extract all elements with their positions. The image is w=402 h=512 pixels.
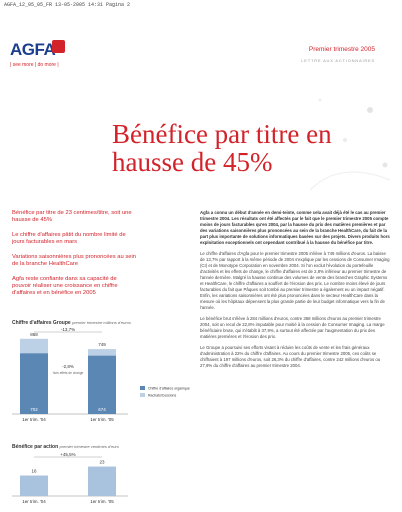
intro: Agfa a connu un début d'année en demi-te… <box>200 210 390 245</box>
bar-segment <box>88 349 116 356</box>
tagline: | see more | do more | <box>10 62 59 68</box>
highlight: Agfa reste confiante dans sa capacité de… <box>12 276 118 296</box>
chart: 1er trim. '04 1er trim. '05 702 868 674 749 -1… <box>12 328 190 422</box>
legend-swatch <box>140 393 145 397</box>
headline-line: Bénéfice par titre en <box>112 119 332 149</box>
annotation: -13,7% <box>61 328 75 332</box>
annotation: hors effets de change <box>53 371 84 375</box>
annotation: +45,5% <box>60 452 75 457</box>
highlight: Le chiffre d'affaires pâtit du nombre li… <box>12 232 126 245</box>
paragraph: Le chiffre d'affaires d'Agfa pour le pre… <box>200 251 390 310</box>
paragraph: Le bénéfice brut s'élève à 284 millions … <box>200 316 385 339</box>
paragraph: Le Groupe a poursuivi ses efforts visant… <box>200 345 381 368</box>
chart-note: premier trimestre millions d'euros <box>72 320 131 325</box>
x-tick-label: 1er trim. '04 <box>22 499 46 504</box>
x-tick-label: 1er trim. '05 <box>90 417 114 422</box>
logo-mark <box>52 40 65 53</box>
annotation: -2,8% <box>62 364 74 369</box>
headline-line: hausse de 45% <box>112 147 273 177</box>
decoration <box>309 98 391 191</box>
legend-swatch <box>140 386 145 390</box>
subtitle: LETTRE AUX ACTIONNAIRES <box>301 58 375 63</box>
bar-segment <box>20 338 48 354</box>
total-label: 868 <box>30 332 38 337</box>
headline: Bénéfice par titre en hausse de 45% <box>112 120 332 176</box>
highlight: Bénéfice par titre de 23 centimes/titre,… <box>12 210 132 223</box>
x-tick-label: 1er trim. '05 <box>90 499 114 504</box>
file-line: AGFA_12_05_05_FR 13-05-2005 14:31 Pagina… <box>4 2 131 8</box>
bar-segment <box>20 353 48 414</box>
value-label: 23 <box>99 460 105 465</box>
chart-title-text: Chiffre d'affaires Groupe <box>12 320 71 326</box>
bar <box>20 475 48 496</box>
total-label: 749 <box>98 342 106 347</box>
logo: AGFA <box>10 40 56 59</box>
legend-label: Chiffre d'affaires organique <box>148 387 190 391</box>
chart-note: premier trimestre centimes d'euro <box>59 444 119 449</box>
chart-title: Bénéfice par action premier trimestre ce… <box>12 444 119 450</box>
bar-segment <box>88 355 116 414</box>
value-label: 674 <box>98 407 106 412</box>
chart: 1er trim. '04 1er trim. '05 16 23 +45,5% <box>12 452 128 504</box>
legend-label: Rachats/Cessions <box>148 394 176 398</box>
x-tick-label: 1er trim. '04 <box>22 417 46 422</box>
value-label: 16 <box>31 469 37 474</box>
body-column: Agfa a connu un début d'année en demi-te… <box>200 210 390 374</box>
bar <box>88 466 116 496</box>
value-label: 702 <box>30 407 38 412</box>
chart-title-text: Bénéfice par action <box>12 444 59 450</box>
highlight: Variations saisonnières plus prononcées … <box>12 254 136 267</box>
period: Premier trimestre 2005 <box>308 46 375 53</box>
chart-title: Chiffre d'affaires Groupe premier trimes… <box>12 320 131 326</box>
